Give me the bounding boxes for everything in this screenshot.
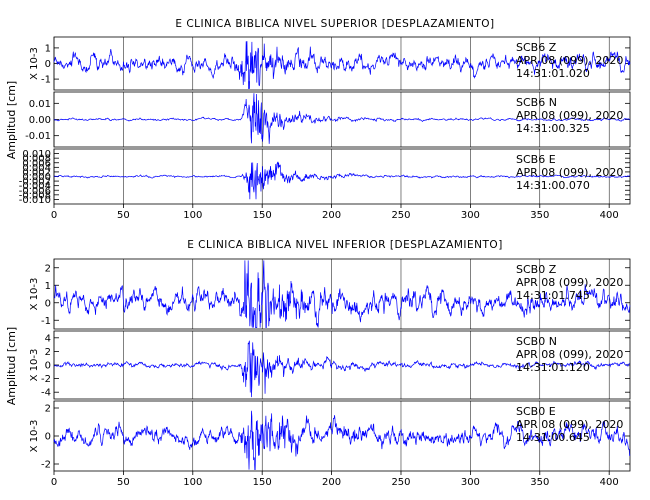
y-tick-label: 1 (45, 281, 51, 292)
station-label-line: 14:31:00.325 (516, 122, 590, 135)
y-tick-label: 0 (45, 361, 51, 372)
x-tick-label: 250 (391, 210, 410, 221)
x-tick-label: 150 (253, 477, 272, 488)
station-label-line: 14:31:00.645 (516, 431, 590, 444)
station-label-line: SCB6 Z (516, 41, 557, 54)
series-trace-inf-z (53, 260, 631, 328)
y-tick-label: 2 (45, 347, 51, 358)
y-tick-label: -1 (41, 75, 51, 86)
station-label-line: APR 08 (099), 2020 (516, 276, 623, 289)
chart-superior: E CLINICA BIBLICA NIVEL SUPERIOR [DESPLA… (5, 18, 631, 221)
chart-title-superior: E CLINICA BIBLICA NIVEL SUPERIOR [DESPLA… (175, 18, 494, 30)
y-tick-label: -4 (41, 388, 51, 399)
y-tick-label: -0.002 (19, 177, 51, 188)
panel-sup-e: -0.010-0.008-0.006-0.004-0.0020.0000.002… (19, 148, 631, 206)
x-tick-label: 300 (461, 210, 480, 221)
y-tick-label: 0.008 (22, 154, 51, 165)
y-tick-label: 0.004 (22, 163, 51, 174)
station-label-line: 14:31:01.020 (516, 67, 590, 80)
x-axis-inferior: 0 50 100 150 200 250 300 350 400 (51, 471, 619, 488)
station-label-line: SCB0 E (516, 405, 556, 418)
x-tick-label: 200 (322, 477, 341, 488)
station-label-line: 14:31:00.070 (516, 179, 590, 192)
y-tick-label: -2 (41, 374, 51, 385)
x-tick-label: 200 (322, 210, 341, 221)
x-tick-label: 400 (600, 477, 619, 488)
x-tick-label: 300 (461, 477, 480, 488)
y-tick-label: -1 (41, 316, 51, 327)
station-label-line: 14:31:01.120 (516, 361, 590, 374)
y-tick-label: -0.010 (19, 195, 51, 206)
y-scale-label: X 10-3 (29, 278, 40, 311)
chart-inferior: E CLINICA BIBLICA NIVEL INFERIOR [DESPLA… (5, 239, 631, 488)
station-label-line: APR 08 (099), 2020 (516, 166, 623, 179)
y-tick-label: 0 (45, 432, 51, 443)
y-tick-label: 0.006 (22, 158, 51, 169)
series-trace-sup-n (53, 93, 631, 144)
x-tick-label: 350 (530, 210, 549, 221)
y-tick-label: -0.01 (25, 131, 51, 142)
x-tick-label: 50 (117, 477, 130, 488)
x-tick-label: 150 (253, 210, 272, 221)
station-label-line: SCB0 Z (516, 263, 557, 276)
y-axis-label-superior: Amplitud [cm] (5, 81, 18, 159)
x-axis-superior: 0 50 100 150 200 250 300 350 400 (51, 204, 619, 221)
y-tick-label: 0.00 (29, 115, 51, 126)
y-tick-label: 1 (45, 43, 51, 54)
station-label-line: APR 08 (099), 2020 (516, 348, 623, 361)
y-tick-label: 0.000 (22, 172, 51, 183)
y-tick-label: 0.010 (22, 149, 51, 160)
y-tick-label: 2 (45, 404, 51, 415)
y-tick-label: 0.002 (22, 167, 51, 178)
station-label-line: SCB6 E (516, 153, 556, 166)
y-tick-label: 2 (45, 263, 51, 274)
x-tick-label: 50 (117, 210, 130, 221)
series-trace-sup-z (53, 41, 631, 89)
series-trace-inf-n (53, 340, 631, 398)
x-tick-label: 250 (391, 477, 410, 488)
series-trace-sup-e (53, 161, 631, 200)
chart-title-inferior: E CLINICA BIBLICA NIVEL INFERIOR [DESPLA… (187, 239, 503, 251)
x-tick-label: 100 (183, 210, 202, 221)
y-tick-label: 0 (45, 298, 51, 309)
station-label-line: SCB6 N (516, 96, 557, 109)
y-tick-label: 0.01 (29, 99, 51, 110)
y-tick-label: 4 (45, 333, 51, 344)
station-label-line: SCB0 N (516, 335, 557, 348)
y-tick-label: -2 (41, 460, 51, 471)
x-tick-label: 400 (600, 210, 619, 221)
y-tick-label: 0 (45, 59, 51, 70)
y-axis-label-inferior: Amplitud [cm] (5, 327, 18, 405)
y-tick-label: -0.006 (19, 186, 51, 197)
station-label-line: APR 08 (099), 2020 (516, 418, 623, 431)
y-scale-label: X 10-3 (29, 47, 40, 80)
y-scale-label: X 10-3 (29, 349, 40, 382)
station-label-line: APR 08 (099), 2020 (516, 109, 623, 122)
x-tick-label: 100 (183, 477, 202, 488)
y-tick-label: -0.004 (19, 181, 51, 192)
x-tick-label: 0 (51, 210, 57, 221)
station-label-line: APR 08 (099), 2020 (516, 54, 623, 67)
station-label-line: 14:31:01.745 (516, 289, 590, 302)
y-tick-label: -0.008 (19, 190, 51, 201)
series-trace-inf-e (53, 410, 631, 470)
x-tick-label: 0 (51, 477, 57, 488)
x-tick-label: 350 (530, 477, 549, 488)
y-scale-label: X 10-3 (29, 420, 40, 453)
